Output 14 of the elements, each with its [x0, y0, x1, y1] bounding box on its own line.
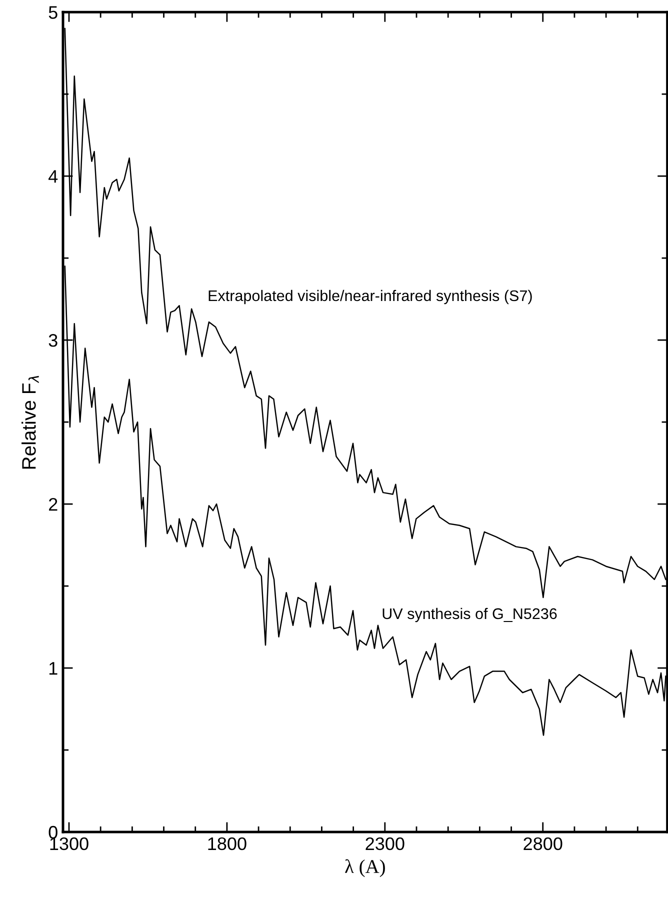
y-axis-title: Relative F$_{λ}$: [22, 376, 39, 469]
x-tick-label: 2800: [524, 837, 562, 850]
x-tick-label: 1800: [208, 837, 246, 850]
x-tick-label: 1300: [50, 837, 88, 850]
series-label: Extrapolated visible/near-infrared synthesis (S7): [208, 290, 532, 304]
x-tick-label: 2300: [366, 837, 404, 850]
y-tick-label: 2: [49, 498, 58, 511]
y-tick-label: 5: [48, 6, 58, 19]
x-axis-title: λ (A): [345, 859, 385, 878]
y-tick-label: 0: [48, 826, 58, 839]
series-label: UV synthesis of G_N5236: [382, 608, 557, 622]
y-tick-label: 1: [49, 662, 58, 675]
y-tick-label: 4: [48, 170, 58, 183]
y-tick-label: 3: [48, 334, 58, 347]
